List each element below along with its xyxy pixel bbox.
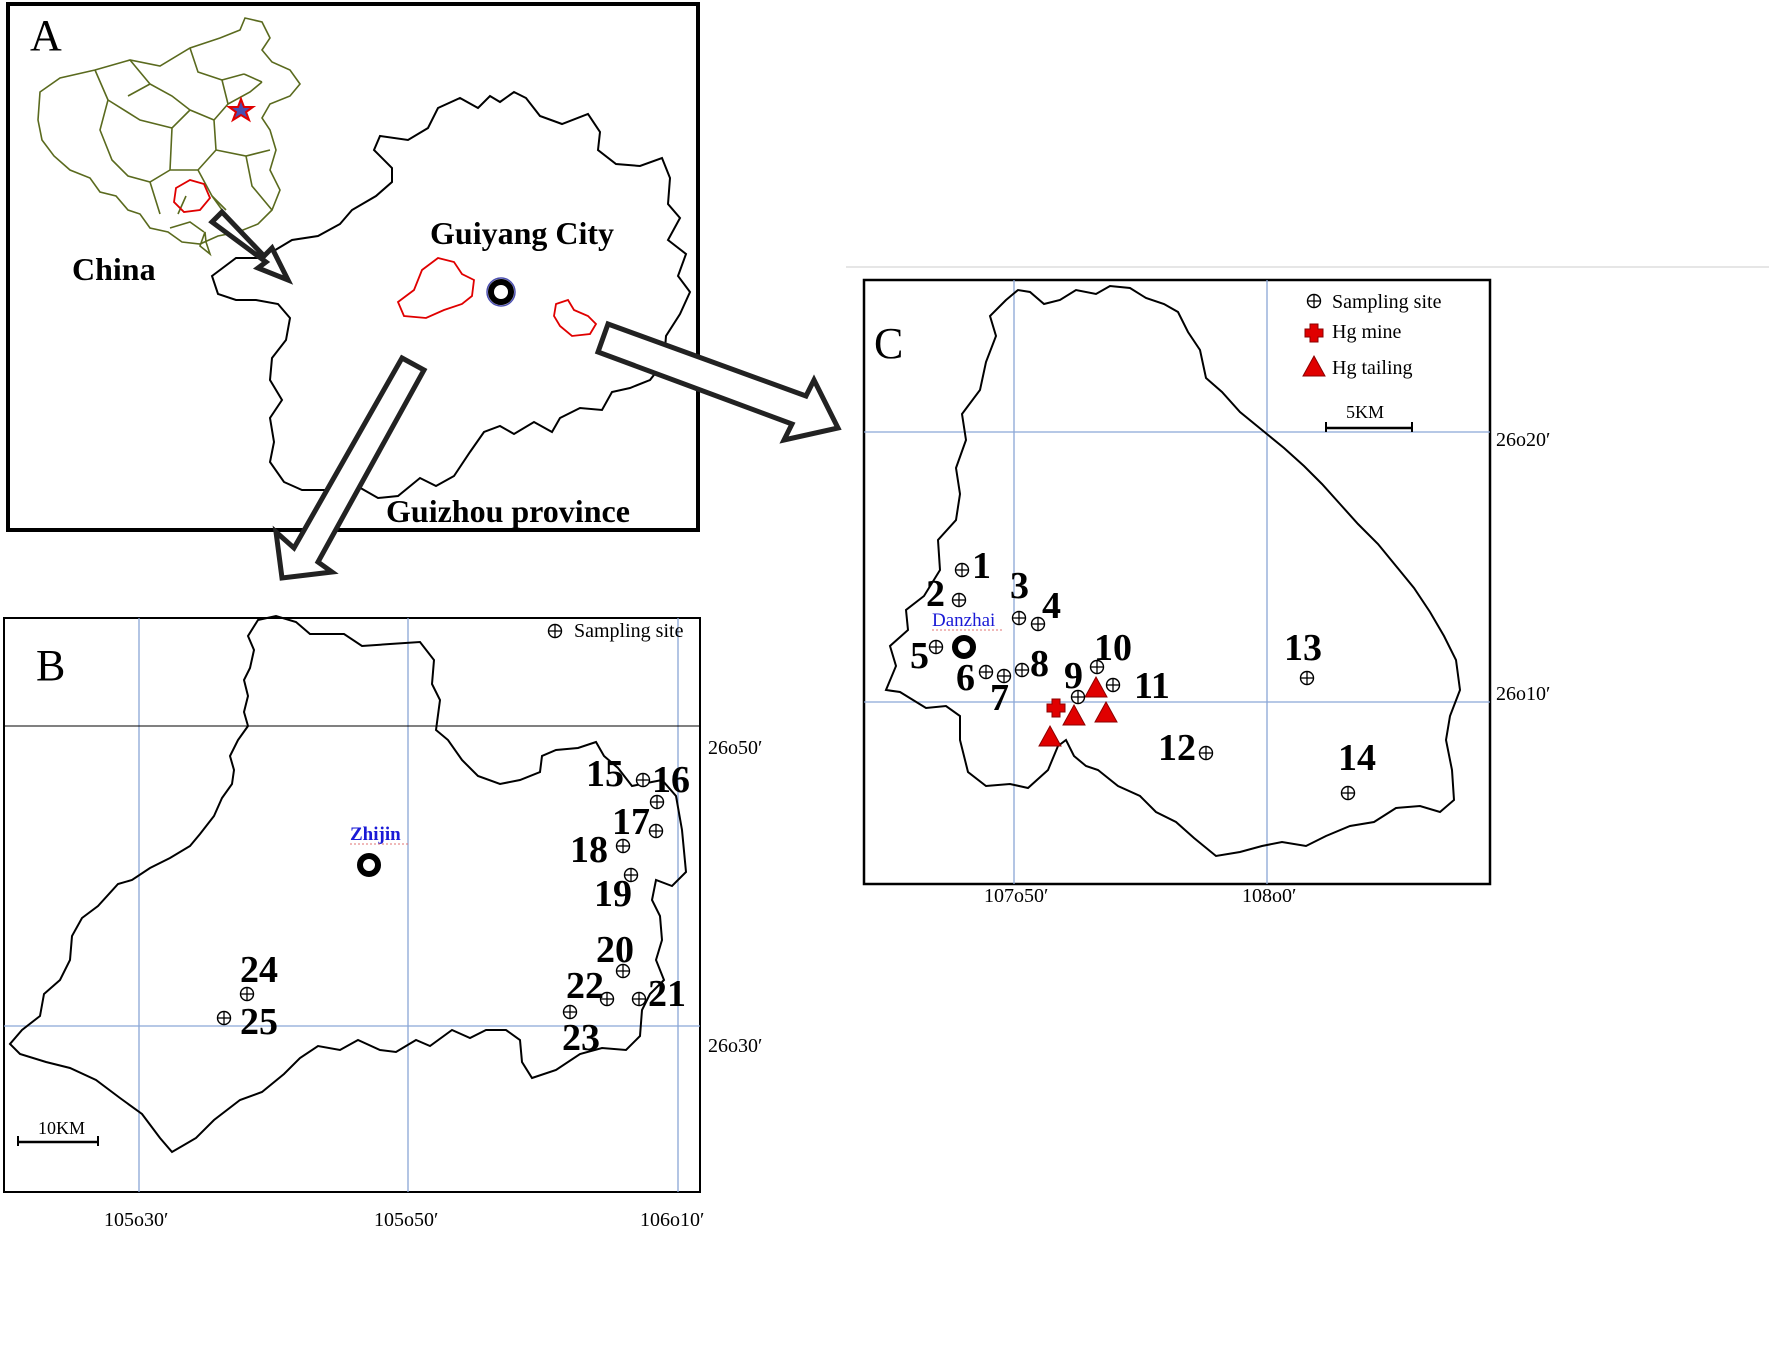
danzhai-highlight [553,298,598,337]
site-marker-15 [635,772,651,788]
legend-c-hg-mine-label: Hg mine [1332,321,1402,343]
arrow-to-panel-c [594,320,842,444]
site-marker-3 [1011,610,1027,626]
legend-c-hg-tailing-label: Hg tailing [1332,357,1413,379]
legend-c-sampling-site-label: Sampling site [1332,291,1442,313]
site-marker-5 [928,639,944,655]
guiyang-city-label: Guiyang City [430,215,614,251]
legend-b-sampling-site-label: Sampling site [574,620,684,642]
panel-a-letter: A [30,11,62,60]
guiyang-city-icon [488,279,514,305]
site-label-11: 11 [1134,665,1170,707]
panel-b-frame [3,617,701,1193]
beijing-star-icon [225,96,257,123]
lat-b-label-1: 26o50′ [708,737,762,759]
legend-b-sampling-site-icon [547,623,563,639]
arrow-china-to-guizhou [208,208,294,285]
site-label-1: 1 [972,545,991,587]
panel-c-letter: C [874,319,903,368]
china-map [37,17,302,257]
site-label-12: 12 [1158,727,1196,769]
legend-c-hg-mine-icon [1304,323,1324,343]
site-label-5: 5 [910,635,929,677]
site-label-14: 14 [1338,737,1376,779]
arrow-to-panel-b [272,354,428,581]
site-marker-13 [1299,670,1315,686]
scale-bar-b [17,1136,99,1146]
site-label-19: 19 [594,873,632,915]
site-label-18: 18 [570,829,608,871]
lon-b-label-1: 105o30′ [104,1209,168,1231]
hg-tailing-marker-4 [1038,725,1062,747]
zhijin-highlight [396,257,475,319]
scale-bar-c [1325,422,1413,432]
site-label-13: 13 [1284,627,1322,669]
site-marker-18 [615,838,631,854]
zhijin-town-icon [357,853,381,877]
site-marker-1 [954,562,970,578]
site-label-3: 3 [1010,565,1029,607]
site-label-10: 10 [1094,627,1132,669]
hg-tailing-marker-1 [1084,676,1108,698]
site-label-16: 16 [652,759,690,801]
lat-c-label-1: 26o20′ [1496,429,1550,451]
lon-c-label-1: 107o50′ [984,885,1048,907]
site-marker-21 [631,991,647,1007]
site-marker-17 [648,823,664,839]
zhijin-county-outline [8,614,688,1154]
danzhai-town-label: Danzhai [932,610,995,631]
site-label-20: 20 [596,929,634,971]
scale-b-label: 10KM [38,1118,85,1138]
lon-b-label-2: 105o50′ [374,1209,438,1231]
site-marker-12 [1198,745,1214,761]
panel-a: A China Guiyang City Guizhou province [6,2,700,532]
china-label: China [72,251,156,287]
site-label-23: 23 [562,1017,600,1059]
hg-tailing-marker-2 [1062,704,1086,726]
site-marker-8 [1014,662,1030,678]
danzhai-county-outline [884,284,1462,858]
site-label-24: 24 [240,949,278,991]
site-label-9: 9 [1064,655,1083,697]
panel-b: B Sampling site Zhijin 15 16 17 18 19 20… [3,614,762,1231]
panel-c-frame [862,278,1492,886]
site-label-15: 15 [586,753,624,795]
site-label-6: 6 [956,657,975,699]
site-label-21: 21 [648,973,686,1015]
panel-c: C Sampling site Hg mine Hg tailing 5KM D… [846,266,1769,907]
guizhou-province-label: Guizhou province [386,493,630,529]
panel-a-frame [6,2,700,532]
legend-c-hg-tailing-icon [1302,355,1326,377]
lon-b-label-3: 106o10′ [640,1209,704,1231]
site-label-4: 4 [1042,585,1061,627]
scale-c-label: 5KM [1346,402,1384,422]
site-label-22: 22 [566,965,604,1007]
site-label-17: 17 [612,801,650,843]
lon-c-label-2: 108o0′ [1242,885,1296,907]
site-marker-2 [951,592,967,608]
lat-c-label-2: 26o10′ [1496,683,1550,705]
hg-tailing-marker-3 [1094,701,1118,723]
site-label-2: 2 [926,573,945,615]
china-guizhou-highlight [173,179,212,213]
site-label-7: 7 [990,677,1009,719]
site-label-25: 25 [240,1001,278,1043]
site-label-8: 8 [1030,643,1049,685]
guizhou-outline [210,90,692,500]
legend-c-sampling-site-icon [1306,293,1322,309]
lat-b-label-2: 26o30′ [708,1035,762,1057]
zhijin-town-label: Zhijin [350,824,401,845]
danzhai-town-icon [952,635,976,659]
site-marker-11 [1105,677,1121,693]
panel-b-letter: B [36,641,65,690]
site-marker-14 [1340,785,1356,801]
site-marker-25 [216,1010,232,1026]
